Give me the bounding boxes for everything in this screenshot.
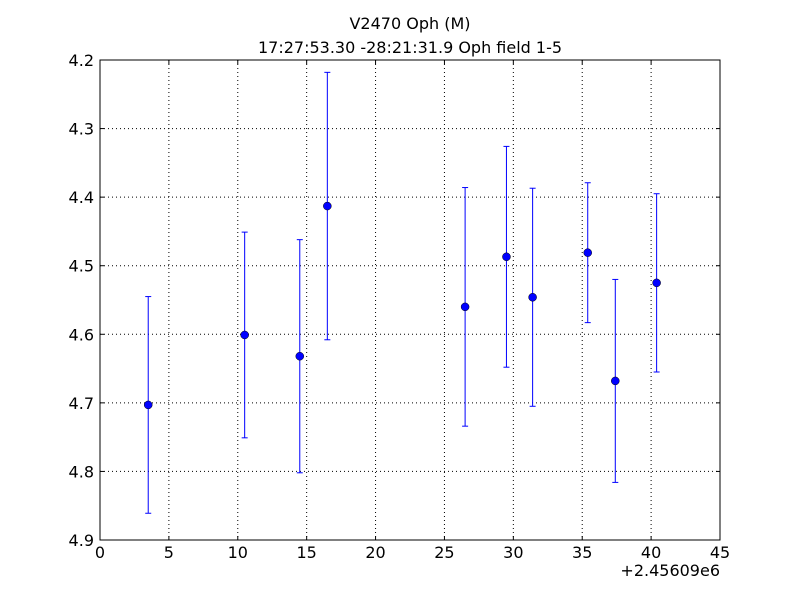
data-point [528,293,537,302]
data-point [240,330,249,340]
x-offset-label: +2.45609e6 [620,561,720,580]
x-tick-label: 35 [572,543,592,562]
data-point [611,376,620,386]
x-tick-label: 15 [296,543,316,562]
x-tick-label: 30 [503,543,523,562]
data-point [652,278,661,288]
x-tick-label: 20 [365,543,385,562]
data-point [583,248,592,257]
x-tick-label: 0 [95,543,105,562]
y-tick-label: 4.7 [69,394,94,413]
y-tick-label: 4.5 [69,257,94,276]
y-tick-label: 4.9 [69,531,94,550]
data-point [143,400,153,410]
x-tick-label: 25 [434,543,454,562]
plot-area: 4.2 4.3 4.4 4.5 4.6 4.7 4.8 4.90 5 10 15 20 25 30 35 40… [69,51,731,562]
y-tick-label: 4.3 [69,120,94,139]
plot-frame [99,59,721,541]
y-tick-label: 4.4 [69,188,94,207]
y-tick-label: 4.8 [69,462,94,481]
x-tick-label: 5 [164,543,174,562]
y-tick-label: 4.2 [69,51,94,70]
chart-subtitle: 17:27:53.30 -28:21:31.9 Oph field 1-5 [258,38,562,57]
data-point [460,302,470,312]
data-point [295,351,305,361]
data-point [323,201,332,211]
x-tick-label: 10 [228,543,248,562]
data-point [502,252,511,262]
x-tick-label: 40 [641,543,661,562]
x-tick-label: 45 [710,543,730,562]
y-tick-label: 4.6 [69,325,94,344]
chart-title: V2470 Oph (M) [349,14,470,33]
